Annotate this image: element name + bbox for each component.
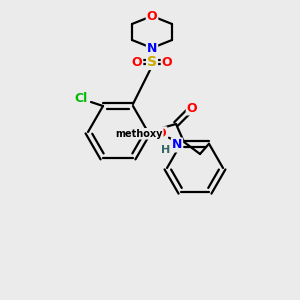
Text: O: O [147, 10, 157, 22]
Text: O: O [156, 127, 166, 140]
Text: methoxy: methoxy [115, 129, 163, 139]
Text: O: O [132, 56, 142, 68]
Text: S: S [147, 55, 157, 69]
Text: O: O [162, 56, 172, 68]
Text: H: H [161, 145, 171, 155]
Text: N: N [147, 41, 157, 55]
Text: O: O [187, 101, 197, 115]
Text: Cl: Cl [74, 92, 88, 104]
Text: N: N [172, 139, 182, 152]
